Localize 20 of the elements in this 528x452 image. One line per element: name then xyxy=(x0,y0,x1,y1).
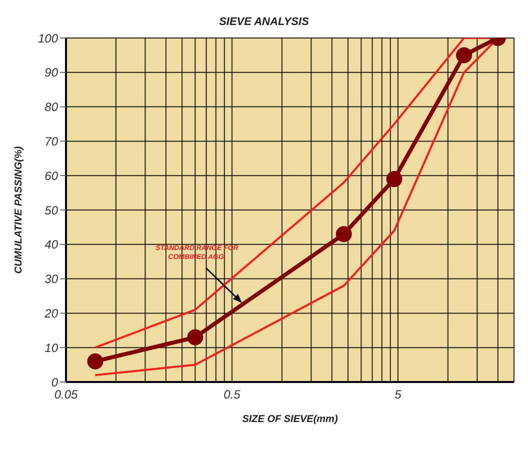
y-tick-label: 20 xyxy=(44,306,58,320)
x-axis-title: SIZE OF SIEVE(mm) xyxy=(242,414,338,425)
y-tick-label: 50 xyxy=(44,203,58,218)
x-tick-label: 0.05 xyxy=(54,388,78,402)
point xyxy=(87,353,104,370)
x-tick-label: 5 xyxy=(394,388,402,402)
chart-title: SIEVE ANALYSIS xyxy=(218,16,310,28)
y-axis-title: CUMULATIVE PASSING(%) xyxy=(14,146,25,274)
x-tick-label: 0.5 xyxy=(224,388,241,402)
y-tick-label: 80 xyxy=(44,100,58,114)
y-tick-label: 70 xyxy=(44,134,58,148)
point xyxy=(386,171,402,188)
y-tick-label: 30 xyxy=(44,272,58,286)
y-tick-label: 10 xyxy=(44,340,58,355)
point xyxy=(187,329,204,346)
y-tick-label: 100 xyxy=(38,31,58,46)
y-tick-label: 0 xyxy=(51,375,58,390)
y-tick-label: 60 xyxy=(44,168,58,183)
y-tick-label: 90 xyxy=(44,66,58,80)
y-tick-label: 40 xyxy=(44,238,58,252)
